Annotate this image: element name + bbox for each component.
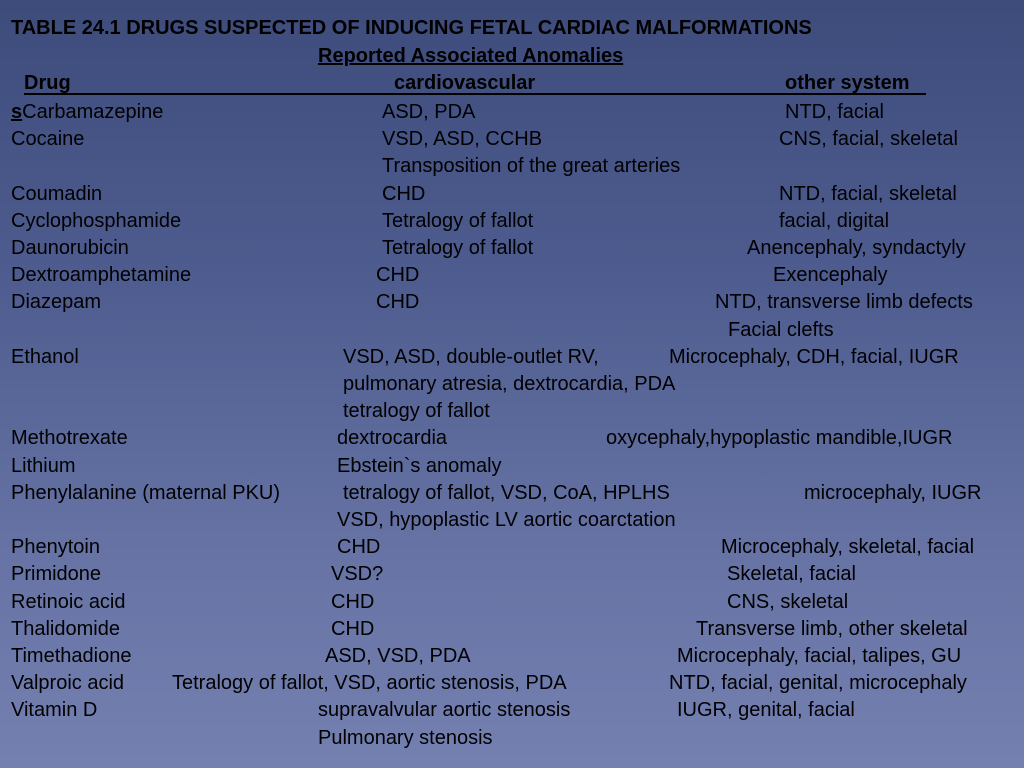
cardiovascular-anomaly: VSD, ASD, double-outlet RV, [343,345,599,368]
drug-name: Cocaine [11,127,84,151]
drug-label: Cocaine [11,128,85,151]
drug-label: Primidone [11,563,102,586]
cardiovascular-anomaly: Tetralogy of fallot [382,209,534,232]
table-title: TABLE 24.1 DRUGS SUSPECTED OF INDUCING F… [11,17,812,39]
drug-name: Valproic acid [11,671,124,695]
drug-label: Retinoic acid [11,590,126,613]
cardiovascular-anomaly: supravalvular aortic stenosis [318,699,571,722]
cardiovascular-anomaly: CHD [376,264,420,287]
drug-label: Carbamazepine [22,101,164,123]
cardiovascular-anomaly: ASD, PDA [382,101,476,123]
other-system-anomaly: Transverse limb, other skeletal [696,617,968,640]
cardiovascular-anomaly: VSD, ASD, CCHB [382,128,543,151]
drug-label: Vitamin D [11,699,98,722]
drug-label: Cyclophosphamide [11,209,182,232]
drug-name: Coumadin [11,182,102,206]
header-other-system: other system [785,72,910,94]
drug-name: Retinoic acid [11,590,126,614]
drug-name: Timethadione [11,644,131,668]
drug-name: Phenytoin [11,535,100,559]
drug-name: Thalidomide [11,617,120,641]
other-system-anomaly: Microcephaly, facial, talipes, GU [677,645,962,667]
cardiovascular-anomaly: CHD [376,291,420,314]
other-system-anomaly: Exencephaly [773,264,888,287]
cardiovascular-anomaly: dextrocardia [337,427,448,450]
drug-label: Dextroamphetamine [11,264,192,287]
drug-name: Lithium [11,454,75,478]
drug-label: Thalidomide [11,617,120,640]
other-system-anomaly: microcephaly, IUGR [804,481,982,504]
cardiovascular-anomaly: Tetralogy of fallot [382,237,534,259]
drug-prefix: s [11,101,23,123]
other-system-anomaly: IUGR, genital, facial [677,699,855,722]
cardiovascular-anomaly: tetralogy of fallot, VSD, CoA, HPLHS [343,481,670,504]
other-system-anomaly: CNS, facial, skeletal [779,128,958,151]
cardiovascular-anomaly: ASD, VSD, PDA [325,645,471,667]
header-cardiovascular: cardiovascular [394,72,536,94]
other-system-anomaly: NTD, facial, skeletal [779,182,957,205]
drug-name: Phenylalanine (maternal PKU) [11,481,280,505]
other-system-anomaly: Microcephaly, CDH, facial, IUGR [669,345,959,368]
other-system-anomaly: oxycephaly,hypoplastic mandible,IUGR [606,427,953,450]
other-system-anomaly: NTD, facial, genital, microcephaly [669,672,967,695]
other-system-anomaly: facial, digital [779,209,890,232]
drug-label: Ethanol [11,345,79,368]
cardiovascular-anomaly: CHD [337,536,381,559]
drug-name: Cyclophosphamide [11,209,181,233]
drug-name: Daunorubicin [11,236,129,260]
drug-label: Phenytoin [11,536,100,559]
header-underline [24,93,926,95]
drug-label: Coumadin [11,182,103,205]
cardiovascular-anomaly: Pulmonary stenosis [318,726,493,749]
other-system-anomaly: Facial clefts [728,318,834,341]
other-system-anomaly: Microcephaly, skeletal, facial [721,536,975,559]
other-system-anomaly: Skeletal, facial [727,563,856,586]
cardiovascular-anomaly: pulmonary atresia, dextrocardia, PDA [343,373,676,395]
cardiovascular-anomaly: CHD [331,590,375,613]
drug-name: Dextroamphetamine [11,263,191,287]
cardiovascular-anomaly: tetralogy of fallot [343,400,490,423]
other-system-anomaly: NTD, transverse limb defects [715,291,973,314]
drug-name: Primidone [11,562,101,586]
cardiovascular-anomaly: CHD [382,182,426,205]
drug-name: sCarbamazepine [11,100,163,124]
drug-label: Lithium [11,454,76,477]
cardiovascular-anomaly: VSD? [331,563,384,586]
drug-name: Ethanol [11,345,79,369]
table-subtitle: Reported Associated Anomalies [318,45,624,67]
drug-label: Timethadione [11,645,132,667]
other-system-anomaly: NTD, facial [785,101,884,123]
drug-label: Phenylalanine (maternal PKU) [11,481,281,504]
drug-label: Diazepam [11,291,102,314]
cardiovascular-anomaly: Tetralogy of fallot, VSD, aortic stenosi… [172,672,567,695]
cardiovascular-anomaly: Ebstein`s anomaly [337,454,502,477]
cardiovascular-anomaly: VSD, hypoplastic LV aortic coarctation [337,509,676,531]
drug-label: Daunorubicin [11,237,129,259]
cardiovascular-anomaly: Transposition of the great arteries [382,155,681,178]
other-system-anomaly: Anencephaly, syndactyly [747,237,966,259]
other-system-anomaly: CNS, skeletal [727,590,849,613]
drug-name: Vitamin D [11,698,97,722]
drug-label: Methotrexate [11,427,128,450]
drug-name: Methotrexate [11,426,128,450]
header-drug: Drug [24,72,71,94]
drug-label: Valproic acid [11,672,125,695]
drug-name: Diazepam [11,290,101,314]
cardiovascular-anomaly: CHD [331,617,375,640]
